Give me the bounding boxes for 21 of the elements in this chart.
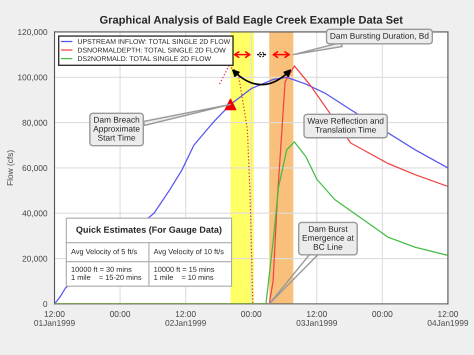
y-tick-label: 120,000 (18, 29, 48, 36)
annotation: Dam Breach Approximate Start Time (93, 116, 140, 141)
x-tick-label: 12:00 01Jan1999 (34, 311, 75, 326)
y-tick-label: 0 (43, 301, 48, 307)
annotation: Quick Estimates (For Gauge Data) (76, 226, 222, 235)
y-tick-label: 100,000 (18, 74, 48, 82)
x-tick-label: 00:00 (241, 311, 262, 317)
y-tick-label: 20,000 (22, 256, 48, 263)
x-tick-label: 12:00 03Jan1999 (296, 311, 338, 326)
annotation: Dam Bursting Duration, Bd (330, 32, 428, 40)
y-tick-label: 80,000 (22, 120, 48, 127)
y-tick-label: 60,000 (22, 165, 48, 172)
x-tick-label: 12:00 04Jan1999 (428, 311, 468, 326)
x-tick-label: 00:00 (372, 311, 392, 317)
y-tick-label: 40,000 (22, 210, 48, 218)
x-tick-label: 00:00 (110, 311, 130, 317)
y-axis-title: Flow (cfs) (6, 150, 15, 186)
chart-title: Graphical Analysis of Bald Eagle Creek Example Data Set (100, 16, 403, 26)
x-tick-label: 12:00 02Jan1999 (165, 311, 206, 326)
annotation: Wave Reflection and Translation Time (307, 118, 384, 133)
annotation: Dam Burst Emergence at BC Line (302, 226, 354, 250)
